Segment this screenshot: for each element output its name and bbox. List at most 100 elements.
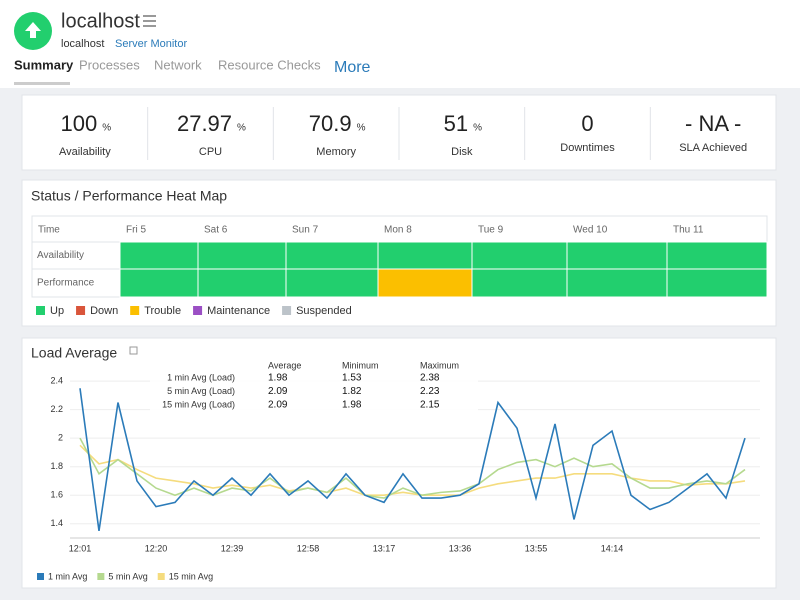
legend-label: Maintenance	[207, 305, 270, 317]
x-tick-label: 12:39	[221, 543, 244, 553]
stat-unit: %	[473, 123, 482, 134]
summary-value: 2.09	[268, 386, 288, 397]
summary-header: Minimum	[342, 360, 379, 370]
popout-icon[interactable]	[129, 346, 138, 355]
stat-unit: %	[237, 123, 246, 134]
stat-label: Availability	[59, 146, 111, 158]
stat-value: - NA -	[685, 111, 741, 136]
legend-swatch	[130, 306, 140, 315]
chart-title: Load Average	[31, 345, 117, 361]
host-name: localhost	[61, 38, 104, 50]
tab[interactable]: Processes	[79, 57, 140, 72]
summary-row-label: 1 min Avg (Load)	[167, 372, 235, 382]
stat-value: 0	[581, 111, 593, 136]
heatmap-cell	[566, 241, 668, 270]
tab[interactable]: More	[334, 59, 371, 76]
heatmap-cell	[197, 268, 287, 298]
stat-label: Downtimes	[560, 142, 615, 154]
heatmap-row-label: Performance	[37, 278, 95, 289]
stat-label: SLA Achieved	[679, 142, 747, 154]
x-tick-label: 13:36	[449, 543, 472, 553]
heatmap-cell	[377, 241, 473, 270]
heatmap-column: Wed 10	[573, 225, 608, 236]
summary-row-label: 15 min Avg (Load)	[162, 399, 235, 409]
y-tick-label: 2.2	[50, 404, 63, 414]
heatmap-title: Status / Performance Heat Map	[31, 188, 227, 204]
legend-swatch	[76, 306, 86, 315]
stat-value: 27.97	[177, 111, 232, 136]
legend-label: Suspended	[296, 305, 352, 317]
series-line	[79, 437, 746, 499]
summary-value: 2.15	[420, 400, 440, 411]
heatmap-column: Thu 11	[673, 225, 704, 236]
heatmap-column: Sat 6	[204, 225, 228, 236]
heatmap-column: Sun 7	[292, 225, 319, 236]
header-bar	[0, 0, 800, 88]
legend-swatch	[97, 573, 105, 580]
menu-icon[interactable]	[143, 15, 156, 27]
heatmap-cell	[471, 268, 568, 298]
stat-label: CPU	[199, 146, 222, 158]
legend-swatch	[157, 573, 165, 580]
summary-value: 2.38	[420, 373, 440, 384]
heatmap-cell	[566, 268, 668, 298]
legend-label: Up	[50, 305, 64, 317]
heatmap-cell	[119, 241, 199, 270]
summary-header: Maximum	[420, 360, 459, 370]
stat-unit: %	[102, 123, 111, 134]
heatmap-cell	[377, 268, 473, 298]
stat-value: 70.9	[309, 111, 352, 136]
heatmap-cell	[119, 268, 199, 298]
stat-unit: %	[357, 123, 366, 134]
x-tick-label: 12:01	[69, 543, 92, 553]
active-tab-indicator	[14, 82, 70, 85]
summary-value: 2.09	[268, 400, 288, 411]
legend-label: Down	[90, 305, 118, 317]
summary-row-label: 5 min Avg (Load)	[167, 386, 235, 396]
legend-swatch	[37, 573, 44, 580]
legend-label: Trouble	[144, 305, 181, 317]
x-tick-label: 12:58	[297, 543, 320, 553]
x-tick-label: 14:14	[601, 543, 624, 553]
summary-bg	[150, 358, 478, 414]
heatmap-column: Tue 9	[478, 225, 504, 236]
y-tick-label: 2	[58, 433, 63, 443]
x-tick-label: 13:55	[525, 543, 548, 553]
heatmap-cell	[471, 241, 568, 270]
heatmap-cell	[666, 268, 768, 298]
stat-value: 100	[60, 111, 97, 136]
heatmap-cell	[666, 241, 768, 270]
host-title: localhost	[61, 10, 140, 32]
monitor-link[interactable]: Server Monitor	[115, 38, 187, 50]
tab[interactable]: Network	[154, 57, 202, 72]
x-tick-label: 12:20	[145, 543, 168, 553]
x-tick-label: 13:17	[373, 543, 396, 553]
up-arrow	[25, 22, 41, 38]
tab[interactable]: Resource Checks	[218, 57, 321, 72]
legend-swatch	[193, 306, 203, 315]
heatmap-column: Time	[38, 225, 60, 236]
legend-label: 15 min Avg	[169, 571, 213, 581]
y-tick-label: 2.4	[50, 376, 63, 386]
tab[interactable]: Summary	[14, 57, 74, 72]
series-line	[79, 388, 746, 531]
stat-value: 51	[444, 111, 468, 136]
legend-label: 5 min Avg	[108, 571, 147, 581]
heatmap-cell	[285, 241, 379, 270]
y-tick-label: 1.8	[50, 461, 63, 471]
heatmap-cell	[197, 241, 287, 270]
summary-value: 2.23	[420, 386, 440, 397]
heatmap-column: Mon 8	[384, 225, 412, 236]
legend-swatch	[36, 306, 45, 315]
legend-swatch	[282, 306, 292, 315]
heatmap-cell	[285, 268, 379, 298]
summary-value: 1.53	[342, 373, 362, 384]
summary-value: 1.82	[342, 386, 362, 397]
stat-label: Disk	[451, 146, 473, 158]
summary-value: 1.98	[342, 400, 362, 411]
heatmap-row-label: Availability	[37, 250, 84, 261]
legend-label: 1 min Avg	[48, 571, 87, 581]
stat-label: Memory	[316, 146, 356, 158]
